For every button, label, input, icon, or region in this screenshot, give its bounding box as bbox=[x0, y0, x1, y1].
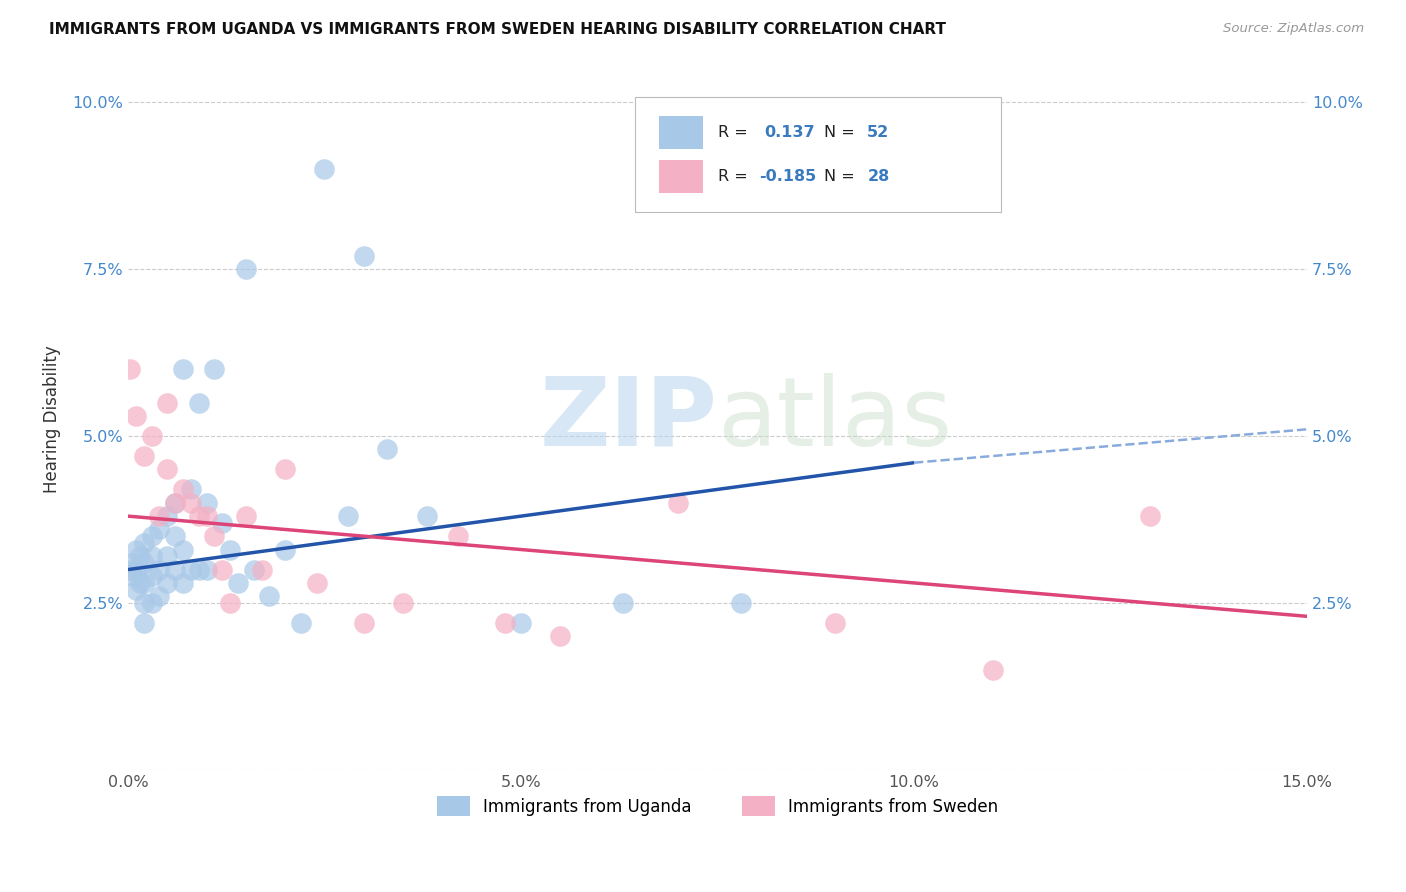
Point bbox=[165, 529, 187, 543]
Point bbox=[195, 496, 218, 510]
Point bbox=[148, 509, 170, 524]
Legend: Immigrants from Uganda, Immigrants from Sweden: Immigrants from Uganda, Immigrants from … bbox=[429, 788, 1007, 825]
Point bbox=[392, 596, 415, 610]
Point bbox=[290, 615, 312, 630]
Point bbox=[180, 483, 202, 497]
Text: atlas: atlas bbox=[717, 373, 953, 466]
Point bbox=[219, 542, 242, 557]
Point bbox=[172, 483, 194, 497]
Text: 28: 28 bbox=[868, 169, 890, 184]
Text: -0.185: -0.185 bbox=[759, 169, 815, 184]
Point bbox=[204, 529, 226, 543]
Point bbox=[125, 563, 148, 577]
Point bbox=[141, 429, 163, 443]
Point bbox=[235, 262, 257, 277]
Point bbox=[128, 576, 150, 591]
Point bbox=[314, 161, 336, 176]
Point bbox=[550, 629, 572, 643]
Point bbox=[172, 362, 194, 376]
Point bbox=[165, 496, 187, 510]
Point bbox=[120, 563, 142, 577]
Point bbox=[612, 596, 634, 610]
Point bbox=[132, 615, 155, 630]
Point bbox=[730, 596, 752, 610]
Point bbox=[250, 563, 273, 577]
Text: R =: R = bbox=[717, 125, 752, 140]
Point bbox=[187, 563, 209, 577]
Text: 52: 52 bbox=[868, 125, 890, 140]
FancyBboxPatch shape bbox=[636, 96, 1001, 212]
Point bbox=[141, 529, 163, 543]
Point bbox=[148, 589, 170, 603]
Point bbox=[981, 663, 1004, 677]
Point bbox=[156, 549, 179, 564]
Bar bbox=[658, 160, 703, 194]
Point bbox=[195, 509, 218, 524]
Point bbox=[180, 496, 202, 510]
Point bbox=[415, 509, 437, 524]
Point bbox=[132, 596, 155, 610]
Point bbox=[187, 509, 209, 524]
Point bbox=[148, 523, 170, 537]
Point bbox=[132, 576, 155, 591]
Point bbox=[125, 409, 148, 423]
Point bbox=[305, 576, 328, 591]
Point bbox=[824, 615, 846, 630]
Point bbox=[125, 542, 148, 557]
Text: IMMIGRANTS FROM UGANDA VS IMMIGRANTS FROM SWEDEN HEARING DISABILITY CORRELATION : IMMIGRANTS FROM UGANDA VS IMMIGRANTS FRO… bbox=[49, 22, 946, 37]
Point bbox=[447, 529, 470, 543]
Point bbox=[165, 496, 187, 510]
Point bbox=[1139, 509, 1161, 524]
Text: 0.137: 0.137 bbox=[765, 125, 815, 140]
Point bbox=[353, 249, 375, 263]
Point bbox=[211, 516, 233, 530]
Point bbox=[156, 462, 179, 476]
Point bbox=[259, 589, 281, 603]
Point bbox=[141, 569, 163, 583]
Point bbox=[132, 536, 155, 550]
Point bbox=[165, 563, 187, 577]
Y-axis label: Hearing Disability: Hearing Disability bbox=[44, 345, 60, 493]
Point bbox=[172, 576, 194, 591]
Point bbox=[353, 615, 375, 630]
Point bbox=[274, 542, 297, 557]
Bar bbox=[658, 116, 703, 149]
Point bbox=[195, 563, 218, 577]
Point bbox=[172, 542, 194, 557]
Point bbox=[156, 509, 179, 524]
Point bbox=[125, 582, 148, 597]
Text: R =: R = bbox=[717, 169, 752, 184]
Point bbox=[204, 362, 226, 376]
Point bbox=[121, 556, 143, 570]
Text: N =: N = bbox=[824, 169, 859, 184]
Point bbox=[494, 615, 516, 630]
Point bbox=[337, 509, 360, 524]
Point bbox=[377, 442, 399, 457]
Point bbox=[187, 395, 209, 409]
Point bbox=[122, 569, 145, 583]
Point bbox=[156, 395, 179, 409]
Text: N =: N = bbox=[824, 125, 859, 140]
Point bbox=[132, 449, 155, 463]
Point bbox=[148, 563, 170, 577]
Point bbox=[141, 596, 163, 610]
Point bbox=[180, 563, 202, 577]
Text: Source: ZipAtlas.com: Source: ZipAtlas.com bbox=[1223, 22, 1364, 36]
Point bbox=[226, 576, 249, 591]
Point bbox=[242, 563, 264, 577]
Point bbox=[141, 549, 163, 564]
Point bbox=[128, 549, 150, 564]
Point bbox=[235, 509, 257, 524]
Point bbox=[156, 576, 179, 591]
Text: ZIP: ZIP bbox=[540, 373, 717, 466]
Point bbox=[666, 496, 689, 510]
Point bbox=[510, 615, 533, 630]
Point bbox=[211, 563, 233, 577]
Point bbox=[120, 362, 142, 376]
Point bbox=[132, 556, 155, 570]
Point bbox=[274, 462, 297, 476]
Point bbox=[219, 596, 242, 610]
